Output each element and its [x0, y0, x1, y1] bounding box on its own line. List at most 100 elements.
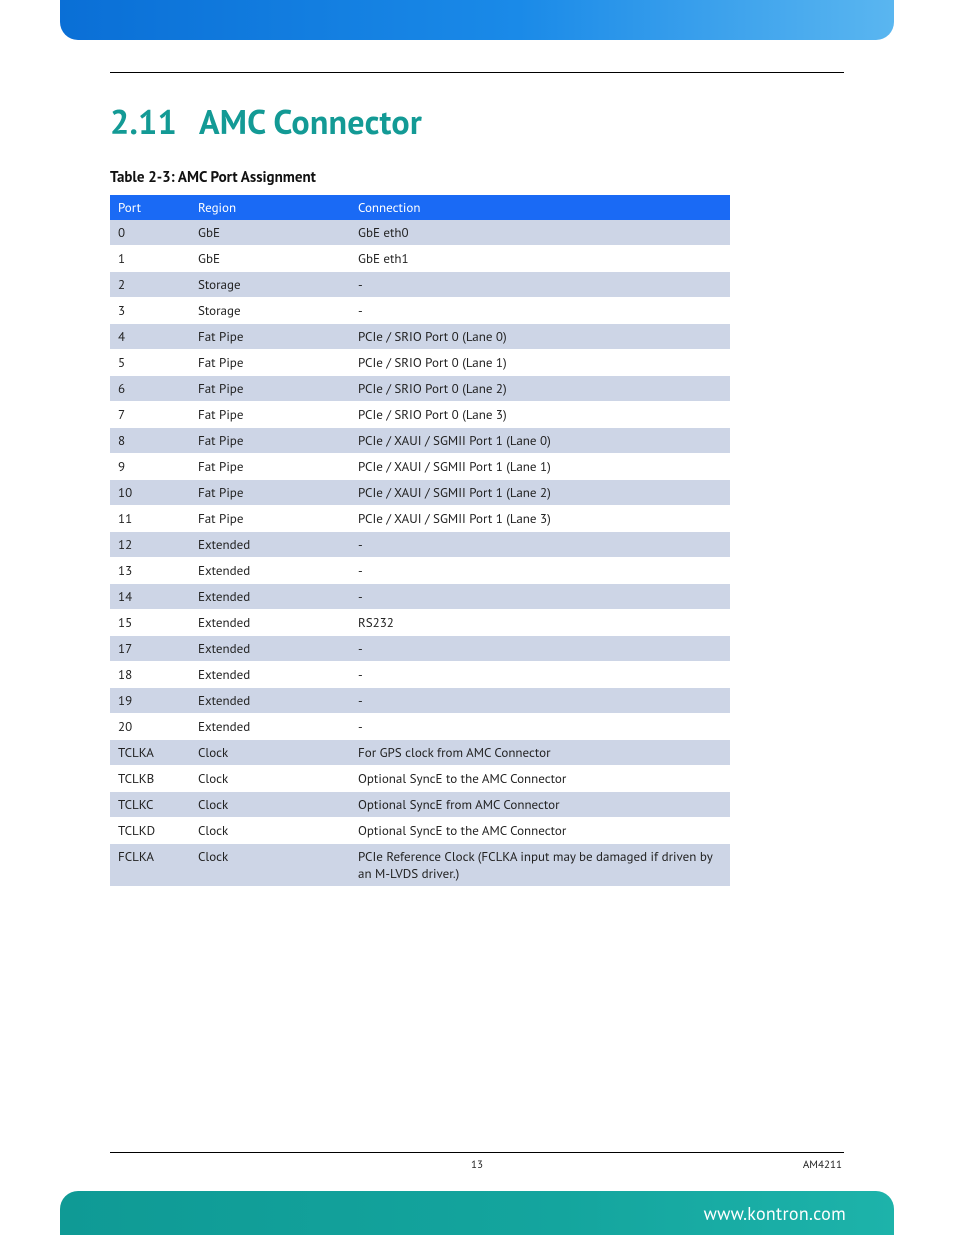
- page: 2.11AMC Connector Table 2-3: AMC Port As…: [0, 0, 954, 1235]
- cell-conn: PCIe / SRIO Port 0 (Lane 3): [350, 402, 730, 428]
- table-row: 13Extended-: [110, 558, 730, 584]
- table-row: 12Extended-: [110, 532, 730, 558]
- cell-conn: Optional SyncE to the AMC Connector: [350, 766, 730, 792]
- header-gradient-bar: [60, 0, 894, 40]
- document-id: AM4211: [803, 1158, 842, 1172]
- cell-region: Extended: [190, 558, 350, 584]
- table-row: 15ExtendedRS232: [110, 610, 730, 636]
- section-heading: 2.11AMC Connector: [110, 100, 844, 144]
- cell-region: Storage: [190, 298, 350, 324]
- cell-port: 7: [110, 402, 190, 428]
- cell-conn: PCIe / XAUI / SGMII Port 1 (Lane 3): [350, 506, 730, 532]
- cell-conn: PCIe / SRIO Port 0 (Lane 2): [350, 376, 730, 402]
- cell-conn: -: [350, 532, 730, 558]
- cell-region: GbE: [190, 220, 350, 246]
- cell-conn: -: [350, 298, 730, 324]
- cell-port: 4: [110, 324, 190, 350]
- cell-region: Clock: [190, 766, 350, 792]
- col-header-connection: Connection: [350, 195, 730, 220]
- cell-region: Clock: [190, 818, 350, 844]
- cell-region: Extended: [190, 714, 350, 740]
- cell-port: 0: [110, 220, 190, 246]
- cell-conn: PCIe / XAUI / SGMII Port 1 (Lane 1): [350, 454, 730, 480]
- cell-conn: GbE eth0: [350, 220, 730, 246]
- footer-gradient-bar: www.kontron.com: [60, 1191, 894, 1235]
- table-row: 6Fat PipePCIe / SRIO Port 0 (Lane 2): [110, 376, 730, 402]
- table-row: 11Fat PipePCIe / XAUI / SGMII Port 1 (La…: [110, 506, 730, 532]
- cell-region: Fat Pipe: [190, 480, 350, 506]
- cell-port: 9: [110, 454, 190, 480]
- table-row: 0GbEGbE eth0: [110, 220, 730, 246]
- table-row: FCLKAClockPCIe Reference Clock (FCLKA in…: [110, 844, 730, 887]
- cell-region: Clock: [190, 844, 350, 887]
- cell-conn: Optional SyncE to the AMC Connector: [350, 818, 730, 844]
- cell-conn: -: [350, 636, 730, 662]
- cell-conn: GbE eth1: [350, 246, 730, 272]
- cell-region: Fat Pipe: [190, 506, 350, 532]
- cell-port: 5: [110, 350, 190, 376]
- cell-region: Extended: [190, 636, 350, 662]
- table-row: 8Fat PipePCIe / XAUI / SGMII Port 1 (Lan…: [110, 428, 730, 454]
- cell-port: FCLKA: [110, 844, 190, 887]
- cell-conn: PCIe / XAUI / SGMII Port 1 (Lane 0): [350, 428, 730, 454]
- section-number: 2.11: [110, 100, 177, 144]
- table-row: 20Extended-: [110, 714, 730, 740]
- table-row: 14Extended-: [110, 584, 730, 610]
- cell-port: 8: [110, 428, 190, 454]
- cell-port: 10: [110, 480, 190, 506]
- cell-region: Fat Pipe: [190, 376, 350, 402]
- cell-port: 18: [110, 662, 190, 688]
- table-header-row: Port Region Connection: [110, 195, 730, 220]
- cell-port: TCLKC: [110, 792, 190, 818]
- table-row: 3Storage-: [110, 298, 730, 324]
- amc-port-table: Port Region Connection 0GbEGbE eth01GbEG…: [110, 195, 730, 887]
- cell-region: Extended: [190, 532, 350, 558]
- table-row: 1GbEGbE eth1: [110, 246, 730, 272]
- cell-port: TCLKD: [110, 818, 190, 844]
- col-header-port: Port: [110, 195, 190, 220]
- cell-conn: RS232: [350, 610, 730, 636]
- table-row: 19Extended-: [110, 688, 730, 714]
- cell-port: 6: [110, 376, 190, 402]
- cell-conn: PCIe Reference Clock (FCLKA input may be…: [350, 844, 730, 887]
- table-row: TCLKBClockOptional SyncE to the AMC Conn…: [110, 766, 730, 792]
- cell-port: 1: [110, 246, 190, 272]
- cell-conn: -: [350, 662, 730, 688]
- cell-region: Extended: [190, 662, 350, 688]
- cell-conn: Optional SyncE from AMC Connector: [350, 792, 730, 818]
- cell-region: Fat Pipe: [190, 428, 350, 454]
- table-row: 5Fat PipePCIe / SRIO Port 0 (Lane 1): [110, 350, 730, 376]
- cell-conn: -: [350, 558, 730, 584]
- header-rule: [110, 72, 844, 73]
- cell-conn: -: [350, 714, 730, 740]
- cell-port: 13: [110, 558, 190, 584]
- table-row: 9Fat PipePCIe / XAUI / SGMII Port 1 (Lan…: [110, 454, 730, 480]
- cell-port: TCLKB: [110, 766, 190, 792]
- cell-region: Clock: [190, 740, 350, 766]
- cell-conn: -: [350, 688, 730, 714]
- cell-port: 15: [110, 610, 190, 636]
- cell-port: 11: [110, 506, 190, 532]
- cell-port: 2: [110, 272, 190, 298]
- cell-port: 3: [110, 298, 190, 324]
- cell-region: Fat Pipe: [190, 324, 350, 350]
- table-row: 10Fat PipePCIe / XAUI / SGMII Port 1 (La…: [110, 480, 730, 506]
- table-row: 17Extended-: [110, 636, 730, 662]
- table-row: TCLKCClockOptional SyncE from AMC Connec…: [110, 792, 730, 818]
- footer-rule: [110, 1152, 844, 1153]
- cell-conn: PCIe / SRIO Port 0 (Lane 0): [350, 324, 730, 350]
- cell-conn: For GPS clock from AMC Connector: [350, 740, 730, 766]
- cell-region: GbE: [190, 246, 350, 272]
- col-header-region: Region: [190, 195, 350, 220]
- cell-port: 20: [110, 714, 190, 740]
- table-row: TCLKAClockFor GPS clock from AMC Connect…: [110, 740, 730, 766]
- table-caption: Table 2-3: AMC Port Assignment: [110, 168, 316, 187]
- table-row: 18Extended-: [110, 662, 730, 688]
- cell-conn: -: [350, 272, 730, 298]
- cell-region: Storage: [190, 272, 350, 298]
- cell-port: 12: [110, 532, 190, 558]
- footer-url: www.kontron.com: [704, 1202, 846, 1225]
- cell-conn: -: [350, 584, 730, 610]
- cell-region: Fat Pipe: [190, 350, 350, 376]
- table-row: TCLKDClockOptional SyncE to the AMC Conn…: [110, 818, 730, 844]
